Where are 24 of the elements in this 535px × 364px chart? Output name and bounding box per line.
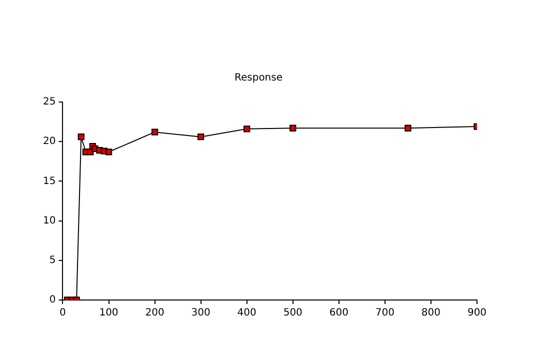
- point: [78, 134, 84, 140]
- y-tick-label: 0: [49, 294, 56, 306]
- point: [151, 128, 158, 136]
- x-tick-label: 600: [329, 308, 348, 319]
- y-tick-label: 10: [42, 215, 56, 226]
- y-tick-label: 20: [42, 136, 56, 148]
- x-tick-label: 300: [191, 308, 210, 319]
- x-tick-label: 400: [237, 308, 256, 319]
- point: [105, 148, 112, 156]
- point: [404, 124, 412, 132]
- point: [197, 134, 204, 140]
- x-tick-label: 0: [60, 308, 66, 319]
- point: [244, 126, 250, 132]
- y-tick-label: 5: [49, 254, 56, 266]
- x-tick-label: 800: [421, 308, 441, 319]
- point: [290, 124, 296, 132]
- y-tick-label: 15: [42, 176, 56, 187]
- chart-title: Response: [234, 72, 283, 84]
- x-tick-label: 700: [375, 308, 394, 319]
- y-tick-label: 25: [42, 96, 56, 108]
- x-tick-label: 200: [145, 308, 164, 319]
- x-tick-label: 100: [99, 308, 118, 319]
- x-tick-label: 900: [467, 308, 487, 319]
- x-tick-label: 500: [283, 308, 302, 319]
